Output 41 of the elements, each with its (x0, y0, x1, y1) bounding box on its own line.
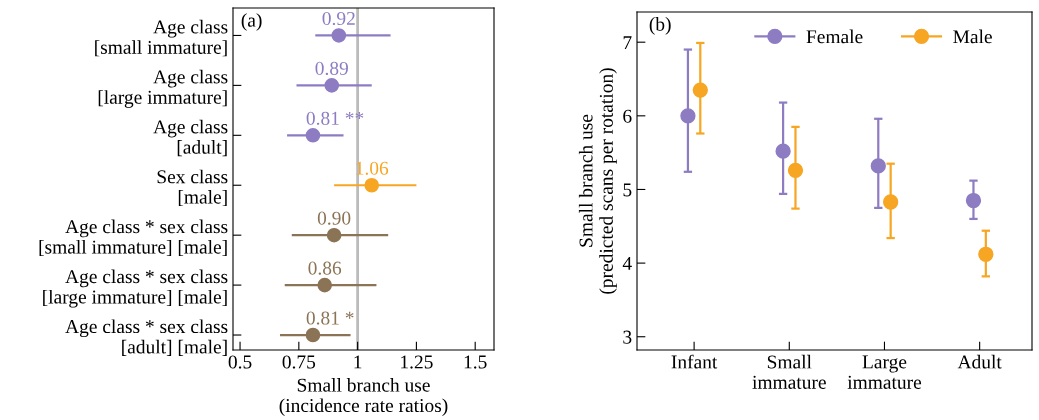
x-tick-label: 1.5 (464, 355, 487, 369)
legend-label: Female (806, 29, 863, 44)
point (331, 28, 347, 43)
data-label: 0.81 * (306, 311, 354, 325)
point (305, 327, 321, 343)
x-tick-label: Infant (671, 354, 718, 369)
x-tick-label: 0.5 (228, 355, 252, 369)
y-tick-label: 3 (623, 330, 632, 344)
x-tick-label: Adult (957, 354, 1002, 369)
y-tick-label: 4 (622, 257, 632, 270)
data-label: 0.86 (308, 261, 342, 275)
x-tick-label: 1.25 (401, 355, 433, 369)
x-axis-title: Small branch use (incidence rate ratios) (279, 378, 448, 417)
point (364, 177, 380, 193)
y-tick-label: Age class [small immature] (95, 19, 228, 57)
data-label: 0.90 (317, 211, 351, 225)
x-tick-label: Large immature (847, 355, 922, 389)
y-tick-label: 7 (623, 36, 632, 49)
y-axis-title: Small branch use (predicted scans per rotation) (578, 68, 617, 294)
data-label: 0.89 (315, 61, 348, 76)
annotation: (b) (649, 17, 671, 35)
x-tick-label: 1 (354, 355, 362, 369)
x-tick-label: Small immature (752, 354, 826, 389)
point (326, 227, 342, 243)
x-tick-label: 0.75 (282, 355, 316, 369)
point (305, 128, 321, 143)
y-tick-label: Age class [adult] (153, 119, 228, 157)
legend-label: Male (953, 29, 992, 44)
data-label: 1.06 (356, 161, 389, 175)
point (324, 78, 340, 93)
y-tick-label: 6 (623, 109, 632, 123)
y-tick-label: Age class * sex class [large immature] [male] (43, 269, 228, 308)
data-label: 0.92 (322, 11, 355, 26)
y-tick-label: 5 (623, 183, 632, 197)
y-tick-label: Age class * sex class [adult] [male] (65, 319, 228, 356)
y-tick-label: Age class * sex class [small immature] [male] (39, 219, 228, 257)
point (317, 277, 332, 293)
y-tick-label: Sex class [male] (157, 169, 228, 207)
y-tick-label: Age class [large immature] (98, 69, 228, 108)
annotation: (a) (241, 13, 262, 31)
data-label: 0.81 ** (306, 111, 364, 125)
